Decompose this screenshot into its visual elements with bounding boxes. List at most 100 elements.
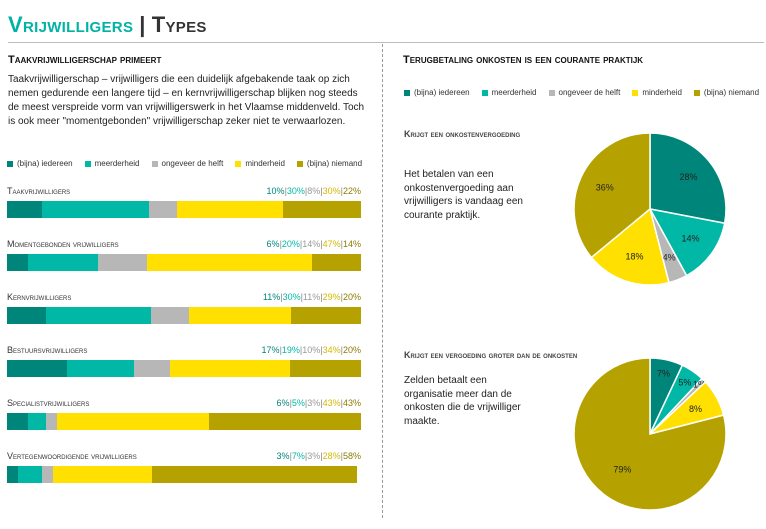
right-heading: Terugbetaling onkosten is een courante p… [403, 54, 644, 66]
left-heading: Taakvrijwilligerschap primeert [8, 54, 162, 66]
legend-swatch [693, 89, 700, 96]
legend-label: ongeveer de helft [161, 159, 224, 168]
stacked-bar [7, 307, 361, 324]
bar-segment [134, 360, 170, 377]
pie-slice [590, 207, 670, 286]
bar-segment [150, 307, 190, 324]
legend-label: minderheid [245, 159, 285, 168]
bar-data-label: 30% [322, 186, 341, 196]
legend-label: meerderheid [94, 159, 140, 168]
bar-data-label: 7% [291, 451, 305, 461]
bar-data-label: 30% [286, 186, 305, 196]
legend-label: (bijna) niemand [306, 159, 363, 168]
pie-chart-vergoeding-groter: 7% 5% 1% 8% 79% [573, 357, 727, 511]
left-intro: Taakvrijwilligerschap – vrijwilligers di… [8, 74, 365, 127]
legend-swatch [151, 160, 158, 167]
bar-row: Specialistvrijwilligers 6%|5%|3%|43%|43% [7, 398, 361, 430]
bar-segment [208, 413, 361, 430]
bar-data-label: 17% [261, 345, 280, 355]
bar-data-label: 20% [342, 292, 361, 302]
legend-label: (bijna) iedereen [17, 159, 73, 168]
title-part2: Types [151, 12, 207, 37]
bar-row: Momentgebonden vrijwilligers 6%|20%|14%|4… [7, 239, 362, 271]
bar-data-label: 8% [307, 186, 321, 196]
bar-row: Vertegenwoordigende vrijwilligers 3%|7%|3… [7, 451, 361, 483]
bar-percent-labels: 10%|30%|8%|30%|22% [266, 186, 361, 196]
bar-segment [169, 360, 291, 377]
legend-left-item: minderheid [235, 159, 285, 168]
legend-left-item: (bijna) niemand [296, 159, 363, 168]
bar-segment [7, 254, 29, 271]
legend-right-item: (bijna) iedereen [404, 88, 470, 97]
bar-category-label: Kernvrijwilligers [7, 292, 72, 302]
bar-row: Bestuursvrijwilligers 17%|19%|10%|34%|20% [7, 345, 361, 377]
bar-segment [152, 466, 358, 483]
bar-segment [290, 307, 361, 324]
pie-data-label: 5% [678, 378, 691, 388]
bar-segment [7, 360, 68, 377]
bar-percent-labels: 17%|19%|10%|34%|20% [261, 345, 361, 355]
legend-label: (bijna) iedereen [414, 88, 470, 97]
legend-label: ongeveer de helft [558, 88, 621, 97]
bar-segment [148, 201, 177, 218]
bar-segment [28, 254, 99, 271]
bar-data-label: 20% [342, 345, 361, 355]
pie-data-label: 18% [626, 252, 644, 262]
bar-data-label: 6% [276, 398, 290, 408]
bar-data-label: 43% [342, 398, 361, 408]
bar-data-label: 3% [307, 398, 321, 408]
bar-segment [42, 466, 53, 483]
bar-segment [45, 307, 151, 324]
bar-segment [56, 413, 209, 430]
legend-left-item: meerderheid [84, 159, 140, 168]
pie-data-label: 8% [689, 404, 702, 414]
bar-percent-labels: 6%|5%|3%|43%|43% [276, 398, 361, 408]
stacked-bar [7, 201, 361, 218]
bar-data-label: 58% [342, 451, 361, 461]
pie-data-label: 1% [693, 380, 706, 390]
bar-segment [311, 254, 362, 271]
pie-data-label: 36% [596, 183, 614, 193]
legend-label: meerderheid [491, 88, 537, 97]
bar-data-label: 10% [266, 186, 285, 196]
legend-right-item: ongeveer de helft [548, 88, 621, 97]
bar-data-label: 34% [322, 345, 341, 355]
pie-slice [649, 132, 727, 225]
bar-segment [176, 201, 284, 218]
bar-data-label: 20% [281, 239, 300, 249]
pie-data-label: 4% [663, 252, 676, 262]
bar-data-label: 43% [322, 398, 341, 408]
bar-segment [42, 201, 149, 218]
legend-left: (bijna) iedereen meerderheid ongeveer de h… [7, 159, 374, 168]
legend-swatch [7, 160, 13, 167]
bar-data-label: 10% [302, 345, 321, 355]
bar-percent-labels: 11%|30%|11%|29%|20% [262, 292, 361, 302]
pie-slice [648, 207, 726, 277]
legend-swatch [296, 160, 303, 167]
bar-segment [98, 254, 148, 271]
bar-percent-labels: 3%|7%|3%|28%|58% [276, 451, 361, 461]
legend-swatch [632, 89, 639, 96]
bar-segment [147, 254, 312, 271]
legend-swatch [404, 89, 410, 96]
title-rule [8, 42, 764, 43]
bar-segment [7, 466, 18, 483]
bar-segment [7, 413, 29, 430]
bar-segment [45, 413, 57, 430]
bar-category-label: Taakvrijwilligers [7, 186, 71, 196]
pie1-title: Krijgt een onkostenvergoeding [404, 129, 521, 139]
bar-row: Kernvrijwilligers 11%|30%|11%|29%|20% [7, 292, 361, 324]
pie-slice [573, 132, 651, 259]
bar-segment [67, 360, 135, 377]
bar-category-label: Bestuursvrijwilligers [7, 345, 88, 355]
bar-data-label: 11% [302, 292, 321, 302]
bar-data-label: 11% [262, 292, 281, 302]
pie2-text: Zelden betaalt een organisatie meer dan … [404, 375, 521, 427]
bar-data-label: 28% [322, 451, 341, 461]
bar-data-label: 29% [322, 292, 341, 302]
bar-data-label: 3% [276, 451, 290, 461]
stacked-bar [7, 254, 362, 271]
bar-segment [28, 413, 46, 430]
bar-data-label: 6% [266, 239, 280, 249]
bar-segment [52, 466, 153, 483]
